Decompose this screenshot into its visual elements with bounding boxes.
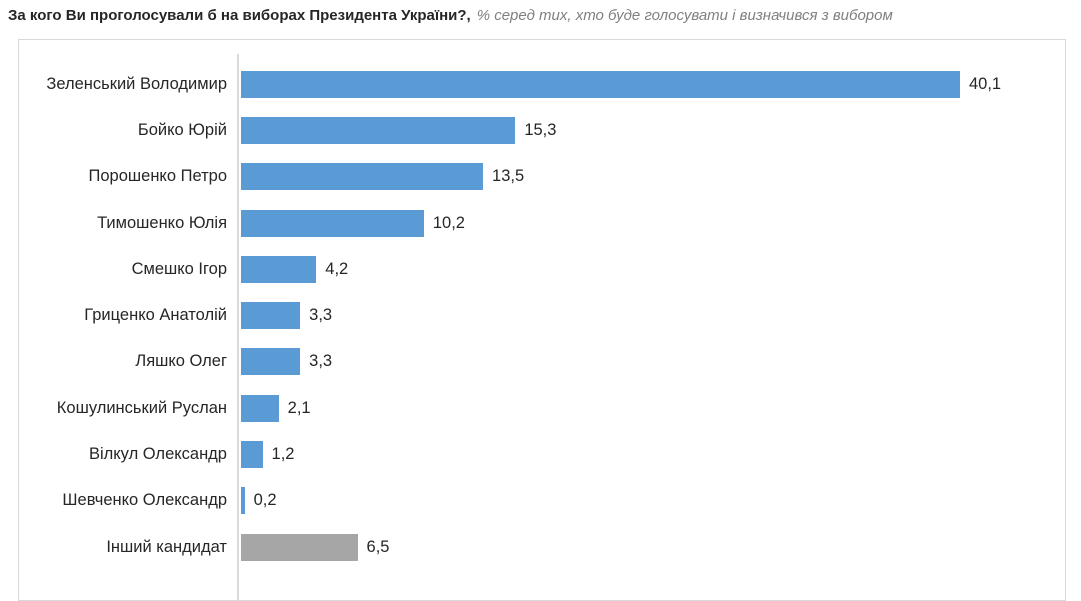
chart-title-question: За кого Ви проголосували б на виборах Пр…: [8, 7, 471, 24]
value-label: 3,3: [309, 306, 333, 325]
bar-zone: 6,5: [239, 533, 1065, 561]
value-label: 2,1: [287, 398, 311, 417]
bar-zone: 15,3: [239, 116, 1065, 144]
bar: [241, 487, 245, 515]
value-label: 6,5: [366, 537, 390, 556]
chart-title: За кого Ви проголосували б на виборах Пр…: [8, 6, 1073, 26]
category-label: Вілкул Олександр: [88, 445, 227, 464]
category-label: Бойко Юрій: [137, 120, 227, 139]
bar-row: Гриценко Анатолій 3,3: [19, 292, 1065, 338]
bar-row: Вілкул Олександр 1,2: [19, 431, 1065, 477]
bar-row: Тимошенко Юлія 10,2: [19, 200, 1065, 246]
bar-zone: 3,3: [239, 348, 1065, 376]
value-label: 15,3: [524, 120, 557, 139]
bar-row: Ляшко Олег 3,3: [19, 339, 1065, 385]
bar-row: Порошенко Петро 13,5: [19, 154, 1065, 200]
category-label: Смешко Ігор: [131, 259, 227, 278]
bar: [241, 70, 960, 98]
bar: [241, 348, 301, 376]
chart-title-subtitle: % серед тих, хто буде голосувати і визна…: [476, 7, 893, 24]
category-label: Гриценко Анатолій: [84, 306, 227, 325]
bar-zone: 0,2: [239, 487, 1065, 515]
category-label: Зеленський Володимир: [46, 74, 227, 93]
bar-row: Кошулинський Руслан 2,1: [19, 385, 1065, 431]
bar: [241, 394, 279, 422]
value-label: 4,2: [325, 259, 349, 278]
bar-row: Зеленський Володимир 40,1: [19, 61, 1065, 107]
category-label: Ляшко Олег: [135, 352, 227, 371]
bar: [241, 116, 516, 144]
bar-zone: 2,1: [239, 394, 1065, 422]
bar: [241, 163, 484, 191]
value-label: 1,2: [271, 445, 295, 464]
bar-zone: 40,1: [239, 70, 1065, 98]
value-label: 13,5: [492, 167, 525, 186]
bar-row: Бойко Юрій 15,3: [19, 107, 1065, 153]
category-label: Шевченко Олександр: [62, 491, 227, 510]
y-axis-line: [237, 54, 239, 600]
bar: [241, 302, 301, 330]
bar-zone: 1,2: [239, 441, 1065, 469]
bar: [241, 209, 424, 237]
category-label: Тимошенко Юлія: [97, 213, 227, 232]
chart-area: Зеленський Володимир 40,1 Бойко Юрій 15,3 По…: [18, 39, 1066, 601]
bar: [241, 533, 358, 561]
category-label: Інший кандидат: [106, 537, 227, 556]
value-label: 40,1: [968, 74, 1002, 93]
category-label: Порошенко Петро: [88, 167, 227, 186]
bar: [241, 255, 317, 283]
bar-zone: 10,2: [239, 209, 1065, 237]
bar-row: Смешко Ігор 4,2: [19, 246, 1065, 292]
bar-zone: 13,5: [239, 163, 1065, 191]
bar-rows: Зеленський Володимир 40,1 Бойко Юрій 15,3 По…: [19, 61, 1065, 570]
bar-row: Шевченко Олександр 0,2: [19, 478, 1065, 524]
bar: [241, 441, 263, 469]
bar-zone: 4,2: [239, 255, 1065, 283]
value-label: 0,2: [253, 491, 277, 510]
category-label: Кошулинський Руслан: [56, 398, 227, 417]
value-label: 10,2: [432, 213, 465, 232]
value-label: 3,3: [309, 352, 333, 371]
bar-row: Інший кандидат 6,5: [19, 524, 1065, 570]
bar-zone: 3,3: [239, 302, 1065, 330]
